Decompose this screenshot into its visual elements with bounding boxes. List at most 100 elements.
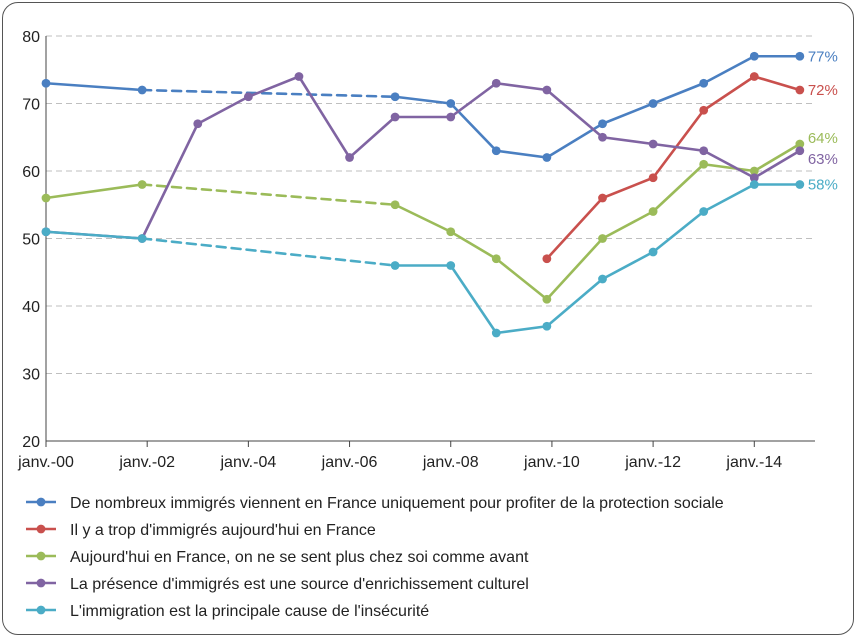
y-tick-label: 20 bbox=[22, 434, 40, 451]
series-segment bbox=[142, 239, 395, 266]
x-tick-label: janv.-06 bbox=[321, 454, 378, 471]
legend-label: La présence d'immigrés est une source d'… bbox=[70, 576, 529, 593]
data-point bbox=[492, 254, 501, 263]
series-segment bbox=[547, 90, 603, 137]
data-point bbox=[492, 146, 501, 155]
y-tick-label: 60 bbox=[22, 164, 40, 181]
data-point bbox=[598, 133, 607, 142]
end-labels: 77% 72% 64% 63% 58% bbox=[808, 48, 838, 193]
data-point bbox=[244, 92, 253, 101]
data-point bbox=[391, 113, 400, 122]
data-point bbox=[598, 275, 607, 284]
data-point bbox=[542, 295, 551, 304]
x-tick-label: janv.-10 bbox=[523, 454, 580, 471]
series-segment bbox=[704, 77, 755, 111]
legend-label: Il y a trop d'immigrés aujourd'hui en Fr… bbox=[70, 522, 376, 539]
x-tick-label: janv.-14 bbox=[725, 454, 782, 471]
series-segment bbox=[603, 212, 654, 239]
data-point bbox=[542, 86, 551, 95]
grid-lines bbox=[46, 36, 815, 374]
data-point bbox=[42, 194, 51, 203]
legend-label: Aujourd'hui en France, on ne se sent plu… bbox=[70, 549, 529, 566]
data-point bbox=[542, 254, 551, 263]
data-point bbox=[598, 194, 607, 203]
series-segment bbox=[395, 97, 451, 104]
data-point bbox=[795, 146, 804, 155]
series-segment bbox=[603, 252, 654, 279]
series-segment bbox=[653, 83, 704, 103]
series-segment bbox=[704, 56, 755, 83]
data-point bbox=[795, 52, 804, 61]
data-point bbox=[446, 113, 455, 122]
series-segment bbox=[496, 259, 547, 300]
data-point bbox=[598, 119, 607, 128]
data-point bbox=[699, 207, 708, 216]
data-point bbox=[699, 79, 708, 88]
series-segment bbox=[451, 83, 497, 117]
data-point bbox=[42, 79, 51, 88]
y-tick-label: 80 bbox=[22, 29, 40, 46]
data-point bbox=[391, 200, 400, 209]
data-point bbox=[598, 234, 607, 243]
x-tick-label: janv.-12 bbox=[624, 454, 681, 471]
data-point bbox=[699, 146, 708, 155]
series-segment bbox=[451, 266, 497, 334]
legend-label: De nombreux immigrés viennent en France … bbox=[70, 495, 724, 512]
data-point bbox=[750, 52, 759, 61]
legend-marker bbox=[37, 552, 46, 561]
data-point bbox=[138, 234, 147, 243]
data-point bbox=[542, 153, 551, 162]
data-point bbox=[649, 140, 658, 149]
series-segment bbox=[46, 83, 142, 90]
data-point bbox=[42, 227, 51, 236]
legend: De nombreux immigrés viennent en France … bbox=[26, 495, 724, 620]
axes: 20 30 40 50 60 70 80 janv.-00 janv.-02 janv.-04 ja… bbox=[17, 29, 815, 471]
y-tick-label: 50 bbox=[22, 232, 40, 249]
data-point bbox=[492, 329, 501, 338]
series-segment bbox=[547, 239, 603, 300]
data-point bbox=[699, 106, 708, 115]
series-segment bbox=[142, 90, 395, 97]
end-value-label: 77% bbox=[808, 48, 838, 65]
series-segment bbox=[350, 117, 396, 158]
series-segment bbox=[754, 151, 800, 178]
y-tick-label: 30 bbox=[22, 367, 40, 384]
legend-marker bbox=[37, 606, 46, 615]
end-value-label: 63% bbox=[808, 151, 838, 168]
legend-marker bbox=[37, 525, 46, 534]
series-segment bbox=[754, 77, 800, 91]
series-segment bbox=[704, 185, 755, 212]
data-point bbox=[391, 261, 400, 270]
series-layer bbox=[42, 52, 805, 338]
data-point bbox=[542, 322, 551, 331]
data-point bbox=[193, 119, 202, 128]
x-tick-label: janv.-00 bbox=[17, 454, 74, 471]
series-segment bbox=[653, 212, 704, 253]
legend-marker bbox=[37, 579, 46, 588]
end-value-label: 58% bbox=[808, 177, 838, 194]
x-tick-label: janv.-04 bbox=[220, 454, 277, 471]
series-segment bbox=[142, 185, 395, 205]
data-point bbox=[446, 227, 455, 236]
series-segment bbox=[299, 77, 350, 158]
series-segment bbox=[496, 151, 547, 158]
legend-label: L'immigration est la principale cause de… bbox=[70, 603, 429, 620]
series-segment bbox=[496, 83, 547, 90]
series-segment bbox=[198, 97, 249, 124]
x-tick-label: janv.-02 bbox=[118, 454, 175, 471]
x-tick-label: janv.-08 bbox=[422, 454, 479, 471]
series-segment bbox=[451, 232, 497, 259]
series-segment bbox=[547, 279, 603, 326]
data-point bbox=[795, 180, 804, 189]
end-value-label: 64% bbox=[808, 130, 838, 147]
data-point bbox=[649, 248, 658, 257]
data-point bbox=[446, 99, 455, 108]
series-segment bbox=[603, 104, 654, 124]
data-point bbox=[391, 92, 400, 101]
series-segment bbox=[603, 178, 654, 198]
data-point bbox=[750, 180, 759, 189]
data-point bbox=[649, 173, 658, 182]
series-segment bbox=[46, 185, 142, 199]
series-segment bbox=[754, 144, 800, 171]
